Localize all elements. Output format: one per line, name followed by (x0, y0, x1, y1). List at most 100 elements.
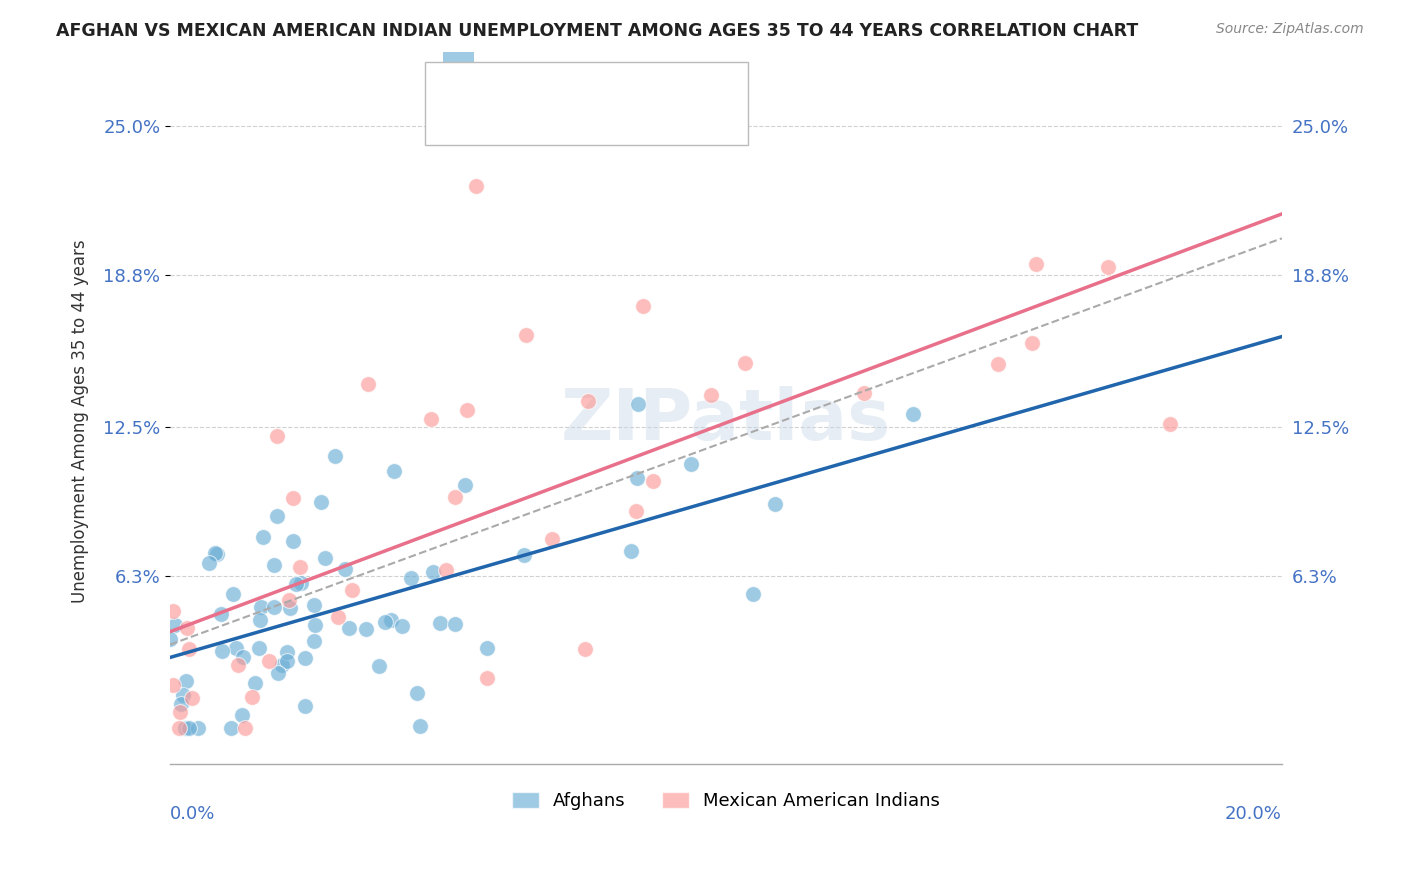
Point (367, 658, 389, 673)
Point (420, 412, 443, 426)
Point (205, 547, 228, 561)
Point (204, 546, 226, 560)
Point (354, 622, 377, 636)
Point (181, 691, 204, 706)
Text: Source: ZipAtlas.com: Source: ZipAtlas.com (1216, 22, 1364, 37)
Point (235, 721, 257, 735)
Point (285, 577, 308, 591)
Point (574, 642, 596, 657)
Point (242, 690, 264, 705)
Text: R =: R = (481, 104, 520, 122)
Point (631, 299, 654, 313)
Point (406, 686, 429, 700)
Point (304, 634, 326, 648)
Text: 66: 66 (640, 69, 665, 87)
Point (325, 449, 347, 463)
Point (249, 599, 271, 614)
Point (277, 592, 299, 607)
Point (382, 464, 405, 478)
Point (475, 641, 498, 656)
Point (314, 551, 336, 566)
Point (276, 645, 298, 659)
Point (626, 471, 648, 485)
Point (169, 705, 191, 719)
Point (172, 689, 194, 703)
Point (1025, 257, 1047, 271)
Point (679, 457, 702, 471)
Point (742, 586, 765, 600)
Point (263, 558, 285, 573)
Point (627, 396, 650, 410)
Point (271, 658, 294, 673)
Point (290, 576, 312, 591)
Point (276, 655, 298, 669)
Point (304, 618, 326, 632)
Point (643, 475, 665, 489)
Point (294, 699, 316, 714)
Point (409, 718, 432, 732)
Point (515, 327, 537, 342)
Point (576, 393, 599, 408)
Point (540, 532, 562, 546)
Text: N =: N = (588, 104, 640, 122)
Point (159, 632, 181, 646)
Point (209, 607, 232, 621)
Point (294, 650, 316, 665)
Point (302, 598, 325, 612)
Point (162, 604, 184, 618)
Point (222, 587, 245, 601)
Legend: Afghans, Mexican American Indians: Afghans, Mexican American Indians (505, 784, 948, 817)
Point (399, 571, 422, 585)
Point (252, 530, 274, 544)
Text: N =: N = (588, 69, 640, 87)
Point (170, 697, 193, 711)
Point (422, 565, 444, 579)
Point (453, 478, 475, 492)
Point (174, 674, 197, 689)
Text: ZIPatlas: ZIPatlas (561, 386, 891, 455)
Point (309, 494, 332, 508)
Point (231, 707, 253, 722)
Point (167, 721, 190, 735)
Point (177, 721, 200, 735)
Point (475, 671, 498, 685)
Point (456, 402, 478, 417)
Point (177, 641, 200, 656)
Point (249, 613, 271, 627)
Point (211, 644, 233, 658)
Point (700, 388, 723, 402)
Point (283, 491, 305, 505)
Point (391, 618, 413, 632)
Point (513, 548, 536, 562)
Point (198, 556, 221, 570)
Text: 0.466: 0.466 (527, 69, 583, 87)
Point (187, 721, 209, 735)
Point (163, 618, 186, 632)
Point (247, 641, 270, 656)
Point (624, 504, 647, 518)
Point (1159, 417, 1181, 431)
Point (281, 533, 304, 548)
Text: 0.527: 0.527 (527, 104, 583, 122)
Point (1097, 260, 1119, 274)
Text: AFGHAN VS MEXICAN AMERICAN INDIAN UNEMPLOYMENT AMONG AGES 35 TO 44 YEARS CORRELA: AFGHAN VS MEXICAN AMERICAN INDIAN UNEMPL… (56, 22, 1139, 40)
Point (326, 610, 349, 624)
Text: 40: 40 (640, 104, 665, 122)
Point (257, 654, 280, 668)
Point (176, 621, 198, 635)
Point (464, 178, 486, 193)
Point (266, 509, 288, 524)
Point (444, 616, 467, 631)
Point (380, 613, 402, 627)
Point (357, 377, 380, 392)
Point (219, 721, 242, 735)
Point (1021, 335, 1043, 350)
Text: 0.0%: 0.0% (170, 805, 215, 823)
Point (337, 621, 360, 635)
Point (434, 564, 457, 578)
Point (765, 497, 787, 511)
Point (162, 678, 184, 692)
Point (901, 407, 924, 421)
Point (853, 385, 876, 400)
Text: 20.0%: 20.0% (1225, 805, 1282, 823)
